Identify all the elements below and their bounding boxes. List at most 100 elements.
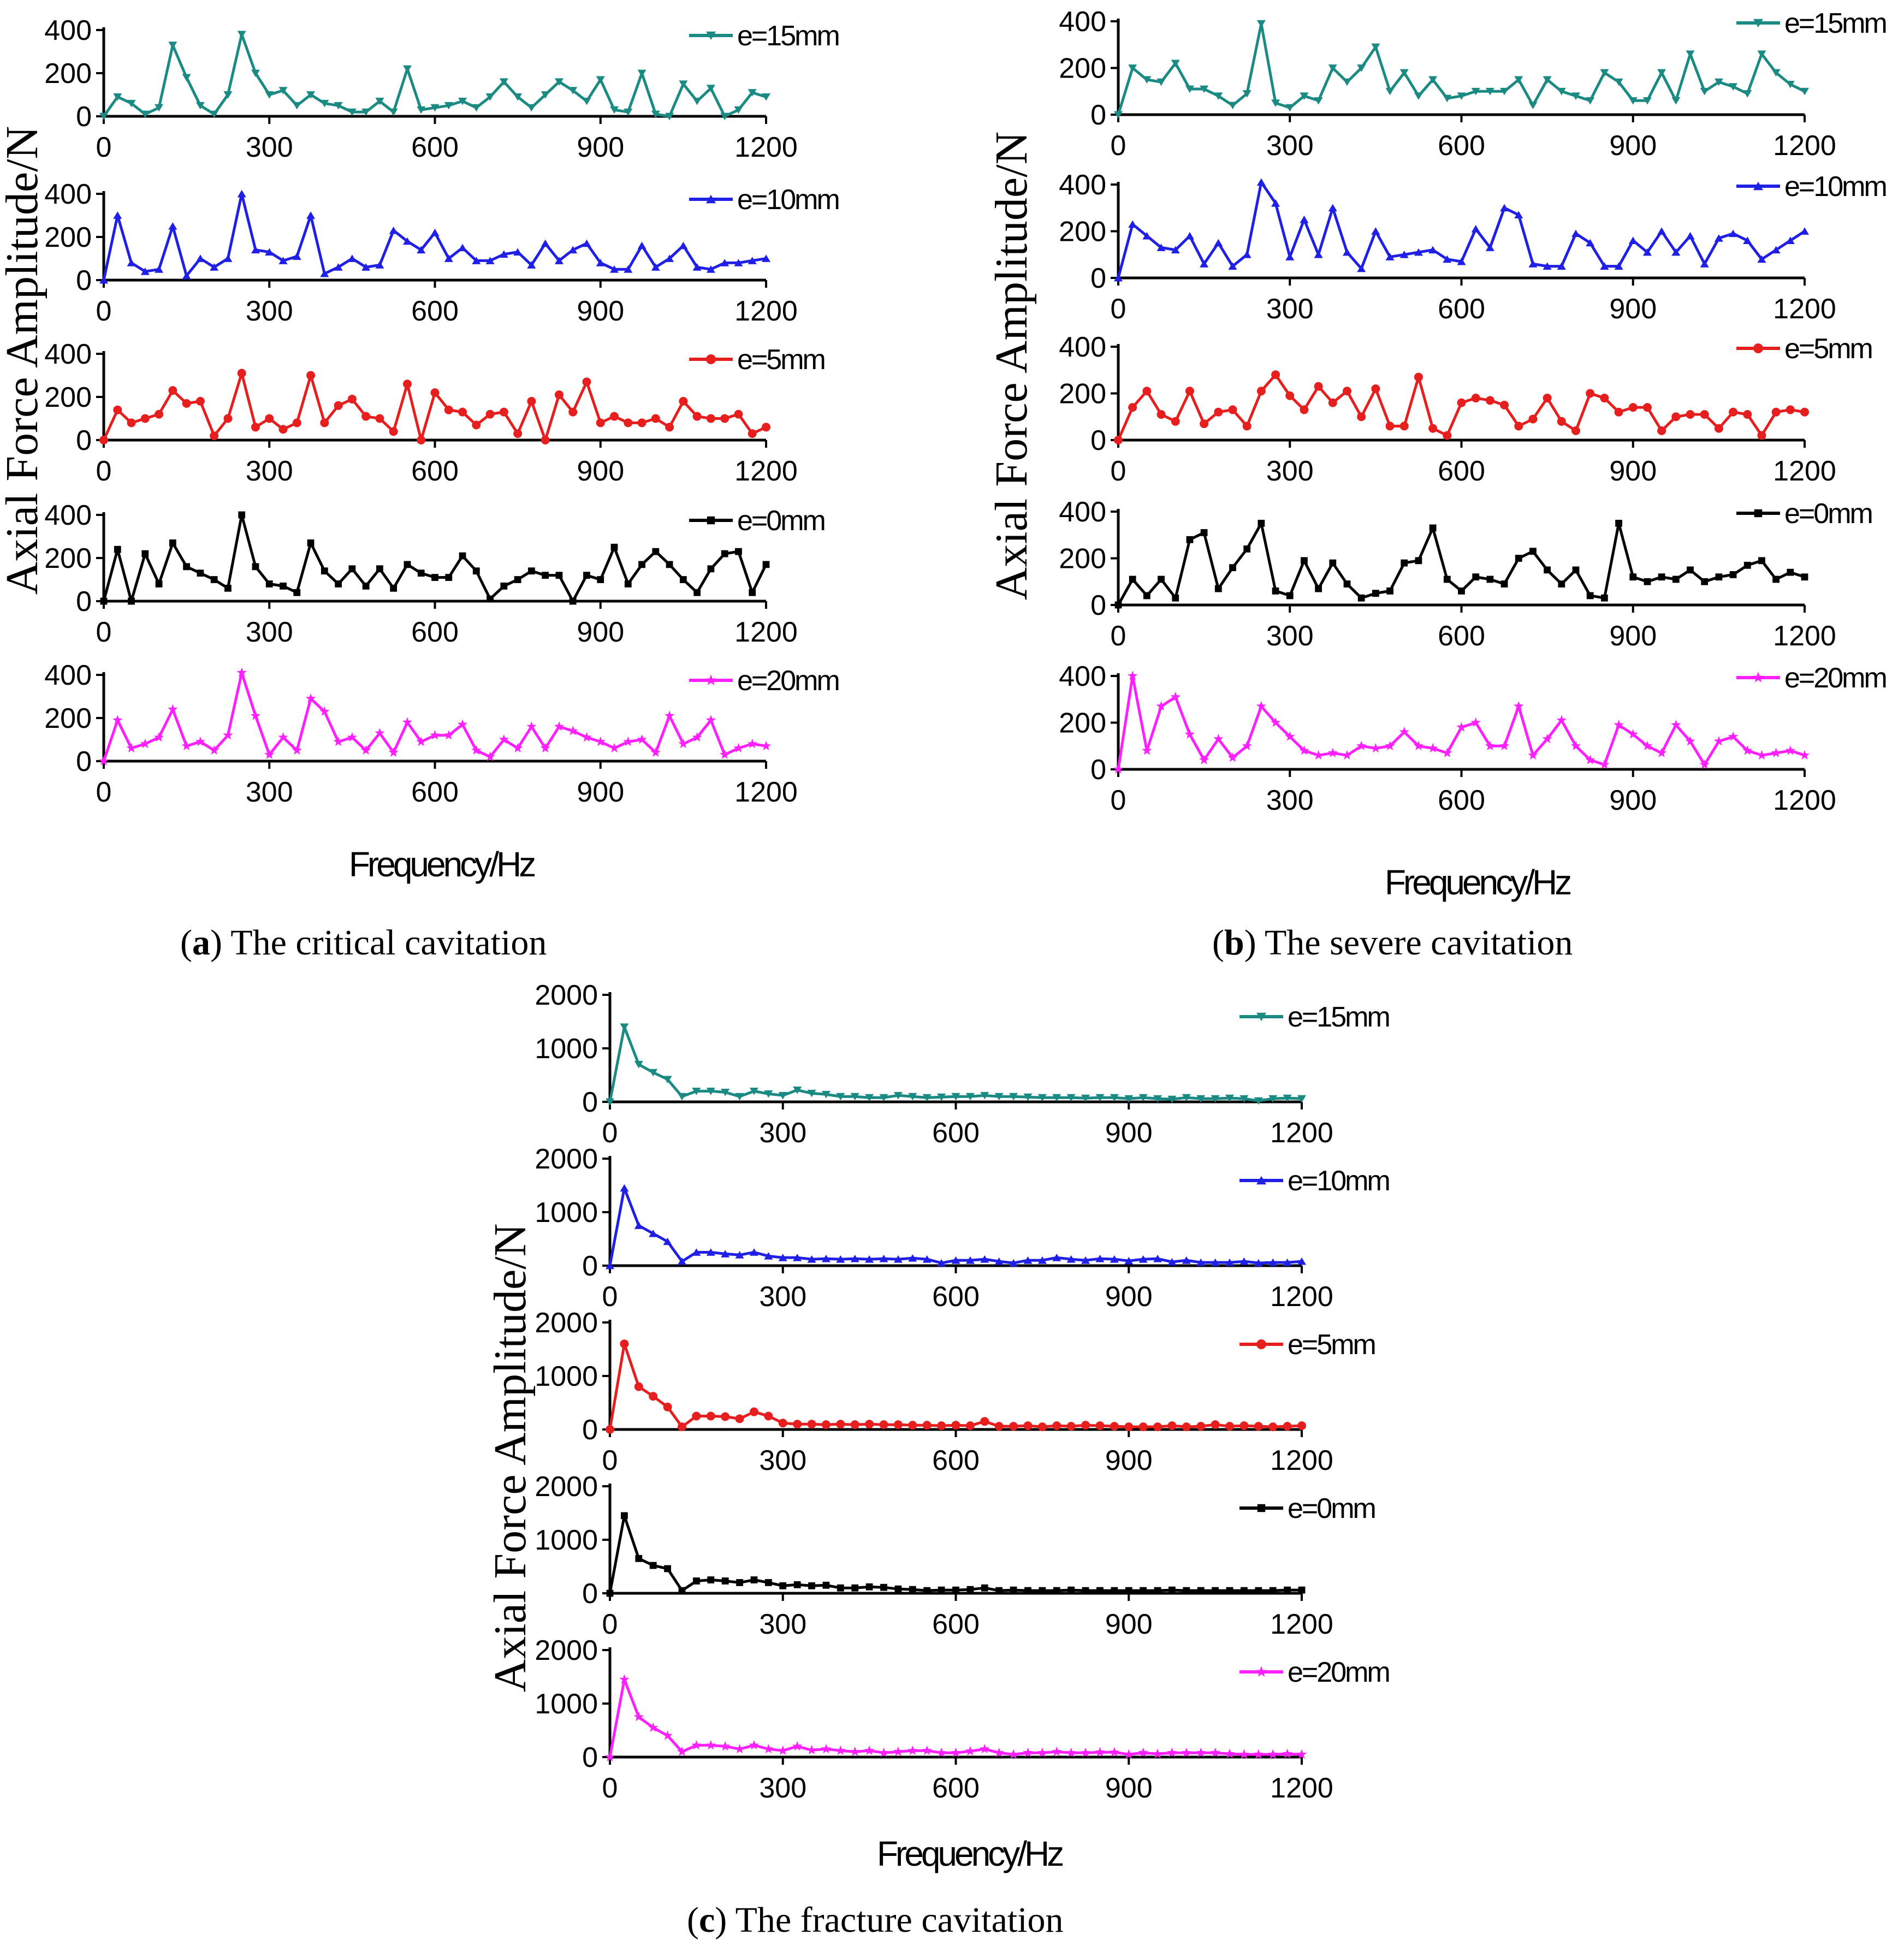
data-point <box>981 1584 988 1592</box>
data-point <box>1586 97 1595 105</box>
data-point <box>1023 1421 1033 1431</box>
data-point <box>155 410 164 419</box>
data-point <box>637 241 646 250</box>
data-point <box>112 715 123 725</box>
data-point <box>292 252 301 260</box>
data-point <box>458 97 467 105</box>
data-point <box>734 106 743 114</box>
data-point <box>806 1745 817 1754</box>
data-point <box>1283 1094 1292 1102</box>
data-point <box>1225 1258 1235 1266</box>
x-tick-label: 0 <box>96 455 112 487</box>
data-point <box>994 1422 1004 1431</box>
data-point <box>582 377 591 387</box>
data-point <box>865 1094 874 1102</box>
data-point <box>1372 590 1379 597</box>
data-point <box>734 410 743 419</box>
data-point <box>99 112 108 121</box>
data-point <box>1225 1422 1235 1431</box>
x-tick-label: 300 <box>759 1772 806 1804</box>
legend-label: e=20mm <box>737 665 839 697</box>
data-point <box>651 110 660 118</box>
chart-b-panel-1: 0 300 600 900 1200 0 200 400 e=10mm <box>1059 169 1888 325</box>
data-point <box>764 1252 773 1260</box>
data-point <box>499 78 508 86</box>
data-point <box>1771 747 1781 757</box>
data-point <box>375 414 384 423</box>
legend-marker <box>705 674 717 685</box>
data-point <box>1272 587 1279 595</box>
data-point <box>1357 412 1366 422</box>
data-point <box>1211 1095 1220 1103</box>
data-point <box>430 730 440 740</box>
data-point <box>1743 410 1752 419</box>
data-point <box>237 189 246 198</box>
data-point <box>459 552 466 560</box>
data-point <box>1110 1094 1119 1102</box>
data-point <box>1182 1422 1191 1432</box>
data-point <box>527 396 536 406</box>
data-point <box>980 1417 989 1426</box>
legend-marker <box>1255 1666 1267 1677</box>
data-point <box>1542 733 1552 744</box>
data-point <box>1428 743 1438 753</box>
legend-marker <box>1257 1504 1266 1512</box>
data-point <box>634 1221 643 1229</box>
chart-b-panel-0: 0 300 600 900 1200 0 200 400 e=15mm <box>1059 6 1888 162</box>
data-point <box>306 91 316 99</box>
data-point <box>416 736 426 746</box>
data-point <box>513 93 523 101</box>
legend-marker <box>1753 19 1763 28</box>
y-tick-label: 0 <box>1090 754 1106 786</box>
data-point <box>733 743 744 753</box>
data-point <box>1037 1094 1047 1102</box>
data-point <box>1514 422 1523 431</box>
data-point <box>735 1414 744 1423</box>
data-point <box>637 418 646 428</box>
data-point <box>665 710 675 720</box>
y-tick-label: 1000 <box>535 1361 598 1392</box>
data-point <box>361 412 371 421</box>
data-point <box>965 1746 975 1755</box>
data-point <box>1485 740 1495 750</box>
data-point <box>1457 92 1466 100</box>
data-point <box>499 734 509 744</box>
data-point <box>99 436 108 444</box>
data-point <box>1729 83 1738 91</box>
data-point <box>762 254 770 262</box>
data-point <box>1571 229 1580 238</box>
data-point <box>1010 1586 1017 1594</box>
data-point <box>1772 576 1780 583</box>
data-point <box>952 1586 959 1594</box>
data-point <box>778 1254 787 1261</box>
data-point <box>1111 1587 1118 1594</box>
legend-marker <box>706 194 716 204</box>
data-point <box>126 743 137 753</box>
data-point <box>692 1411 701 1421</box>
x-tick-label: 900 <box>1105 1609 1153 1640</box>
data-point <box>1156 78 1166 86</box>
data-point <box>1023 1256 1033 1264</box>
data-point <box>1224 1748 1235 1758</box>
data-point <box>333 736 343 746</box>
data-point <box>1197 1587 1205 1594</box>
legend-label: e=20mm <box>1784 662 1886 694</box>
chart-a-xlabel: Frequency/Hz <box>349 845 535 884</box>
data-point <box>1713 736 1724 746</box>
x-tick-label: 900 <box>577 132 624 163</box>
data-point <box>1024 1587 1031 1594</box>
data-point <box>472 104 481 112</box>
data-point <box>1556 715 1567 725</box>
data-point <box>1214 239 1223 247</box>
data-point <box>223 730 233 740</box>
data-point <box>1256 387 1266 396</box>
y-tick-label: 0 <box>582 1414 598 1446</box>
data-point <box>620 1339 629 1349</box>
data-point <box>1628 403 1638 412</box>
data-point <box>1599 759 1610 769</box>
data-point <box>237 31 246 39</box>
data-point <box>1742 745 1753 755</box>
data-point <box>1297 1421 1306 1431</box>
data-point <box>1095 1421 1105 1431</box>
data-point <box>1268 1422 1278 1432</box>
